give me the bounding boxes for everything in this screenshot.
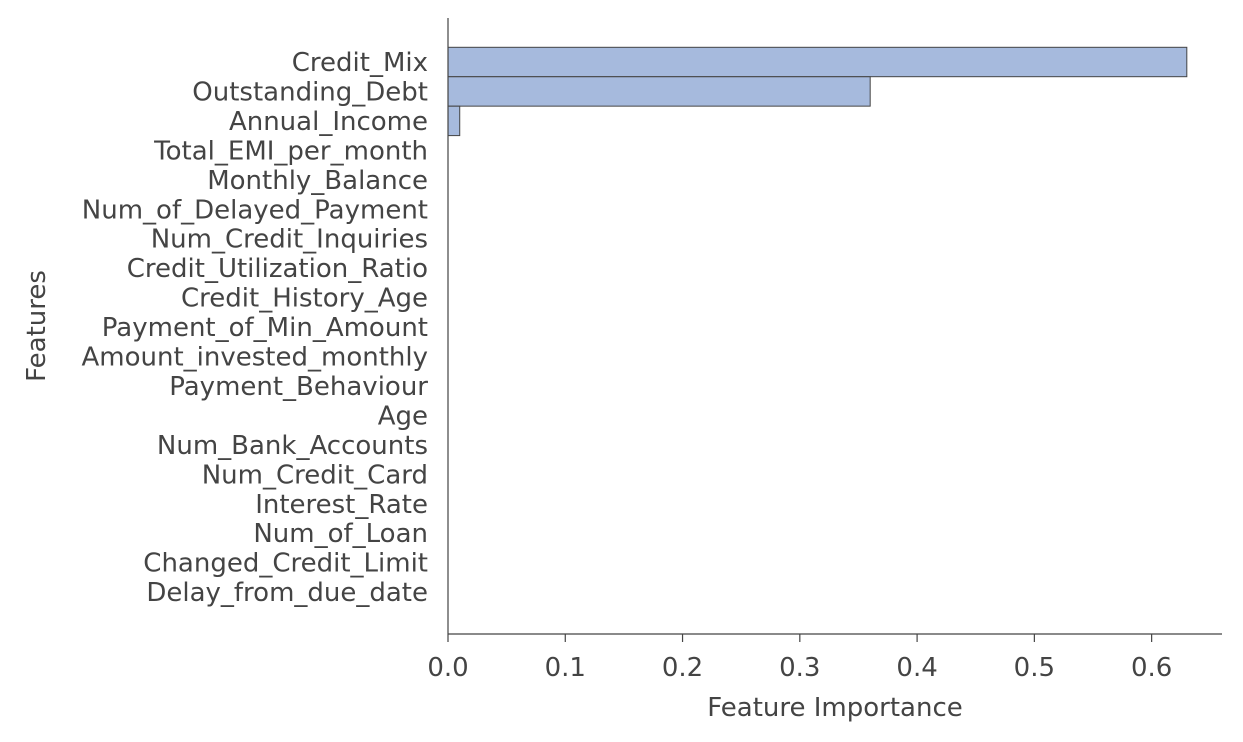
y-tick-label: Annual_Income bbox=[229, 107, 428, 137]
bar-outstanding-debt bbox=[447, 76, 871, 107]
x-tick-label: 0.1 bbox=[545, 653, 586, 683]
y-tick-label: Outstanding_Debt bbox=[192, 77, 428, 107]
y-tick-label: Changed_Credit_Limit bbox=[143, 549, 428, 579]
x-tick-label: 0.5 bbox=[1014, 653, 1055, 683]
bar-annual-income bbox=[447, 105, 461, 137]
bar-credit-mix bbox=[447, 46, 1188, 78]
y-axis-title: Features bbox=[22, 270, 52, 382]
bars-group bbox=[447, 46, 1188, 137]
x-axis-title: Feature Importance bbox=[707, 693, 963, 723]
y-tick-label: Total_EMI_per_month bbox=[153, 136, 428, 166]
x-tick-label: 0.2 bbox=[662, 653, 703, 683]
y-tick-label: Num_Bank_Accounts bbox=[157, 431, 428, 461]
y-tick-label: Age bbox=[378, 401, 428, 431]
y-tick-label: Payment_of_Min_Amount bbox=[102, 313, 428, 343]
y-tick-label: Num_Credit_Card bbox=[202, 460, 428, 490]
x-tick-label: 0.0 bbox=[427, 653, 468, 683]
y-tick-label: Credit_Utilization_Ratio bbox=[127, 254, 428, 284]
y-tick-label: Delay_from_due_date bbox=[146, 578, 428, 608]
y-axis-ticks: Credit_MixOutstanding_DebtAnnual_IncomeT… bbox=[82, 48, 429, 608]
y-tick-label: Num_of_Delayed_Payment bbox=[82, 195, 428, 225]
x-tick-label: 0.4 bbox=[896, 653, 937, 683]
y-tick-label: Monthly_Balance bbox=[207, 166, 428, 196]
x-axis-ticks: 0.0 0.1 0.2 0.3 0.4 0.5 0.6 bbox=[427, 634, 1172, 683]
x-tick-label: 0.3 bbox=[779, 653, 820, 683]
y-tick-label: Amount_invested_monthly bbox=[82, 343, 429, 373]
x-tick-label: 0.6 bbox=[1131, 653, 1172, 683]
y-tick-label: Credit_History_Age bbox=[181, 284, 428, 314]
y-tick-label: Interest_Rate bbox=[255, 490, 428, 520]
y-tick-label: Num_Credit_Inquiries bbox=[151, 225, 428, 255]
y-tick-label: Num_of_Loan bbox=[253, 519, 428, 549]
y-tick-label: Payment_Behaviour bbox=[169, 372, 428, 402]
y-tick-label: Credit_Mix bbox=[292, 48, 428, 78]
